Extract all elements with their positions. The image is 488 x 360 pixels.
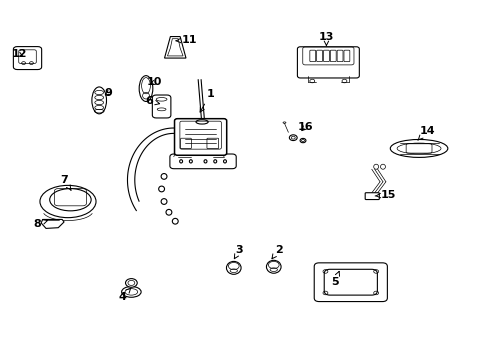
Text: 10: 10 — [146, 77, 162, 87]
Text: 1: 1 — [200, 89, 214, 112]
Ellipse shape — [266, 260, 281, 273]
Text: 12: 12 — [11, 49, 27, 59]
Polygon shape — [164, 37, 185, 58]
Text: 6: 6 — [145, 96, 159, 106]
Ellipse shape — [139, 76, 153, 102]
Text: 4: 4 — [119, 288, 131, 302]
FancyBboxPatch shape — [13, 46, 41, 69]
Text: 2: 2 — [271, 245, 282, 259]
Text: 3: 3 — [234, 245, 243, 259]
Text: 15: 15 — [374, 190, 395, 200]
FancyBboxPatch shape — [314, 263, 386, 302]
Text: 13: 13 — [318, 32, 333, 46]
Ellipse shape — [226, 261, 241, 274]
Text: 5: 5 — [330, 271, 339, 287]
FancyBboxPatch shape — [169, 154, 236, 169]
Text: 7: 7 — [60, 175, 71, 190]
Ellipse shape — [40, 185, 96, 218]
Text: 9: 9 — [104, 88, 112, 98]
Text: 14: 14 — [417, 126, 434, 140]
Text: 8: 8 — [33, 219, 47, 229]
FancyBboxPatch shape — [297, 47, 359, 78]
Text: 11: 11 — [176, 35, 197, 45]
Ellipse shape — [389, 139, 447, 157]
Ellipse shape — [92, 87, 106, 114]
FancyBboxPatch shape — [365, 193, 379, 199]
FancyBboxPatch shape — [152, 95, 170, 118]
FancyBboxPatch shape — [174, 119, 226, 155]
Ellipse shape — [122, 287, 141, 297]
Ellipse shape — [125, 279, 137, 287]
Polygon shape — [41, 220, 64, 228]
Text: 16: 16 — [297, 122, 313, 132]
